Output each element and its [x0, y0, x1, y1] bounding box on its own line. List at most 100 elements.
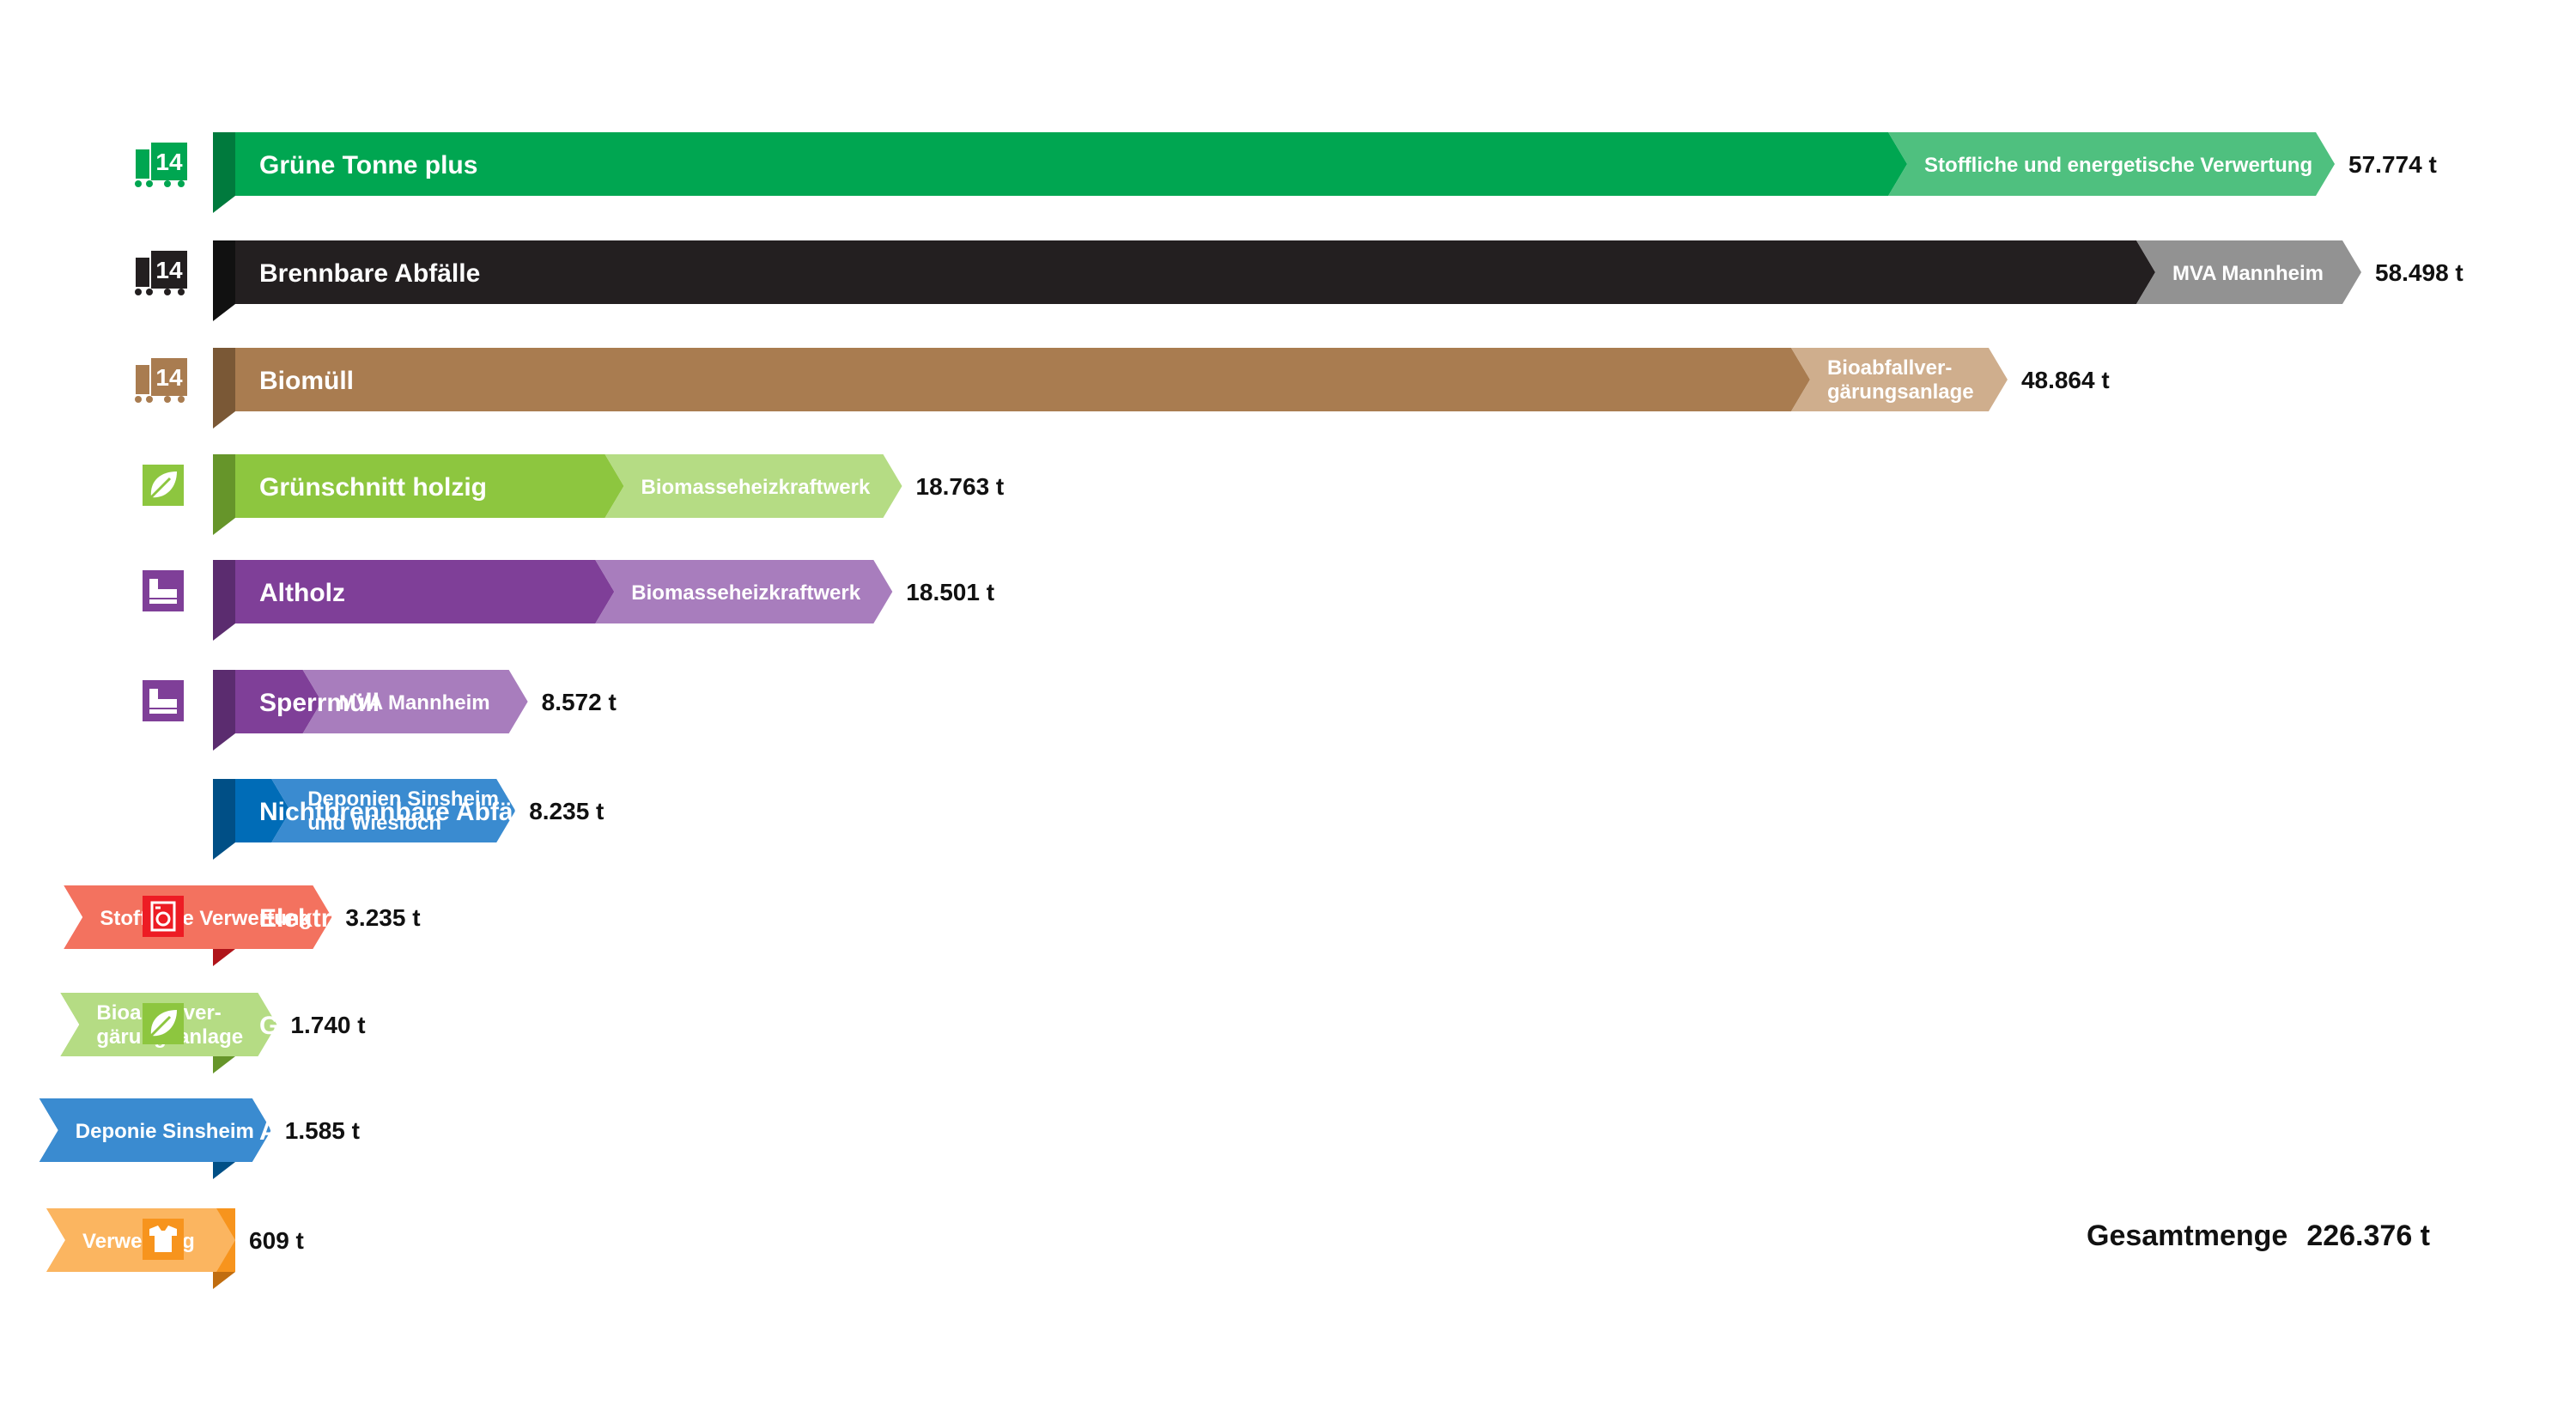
bar	[235, 132, 1908, 196]
bar-label: Brennbare Abfälle	[259, 259, 480, 288]
bar-value-label: 1.585 t	[285, 1117, 360, 1144]
bin-wheel	[178, 180, 185, 187]
bar-destination: Stoffliche und energetische Verwertung	[1924, 154, 2312, 177]
bar-destination-tag	[1790, 348, 2008, 411]
bar-destination-tag	[1888, 132, 2336, 196]
leaf-vein	[149, 1015, 172, 1037]
total-value: 226.376 t	[2306, 1219, 2430, 1252]
bin-wheel	[135, 289, 142, 295]
bar	[235, 348, 1810, 411]
bin-wheel	[146, 396, 153, 403]
furniture-seat	[158, 699, 177, 708]
bar	[235, 454, 624, 518]
bar-fold	[213, 454, 235, 535]
leaf-icon	[143, 465, 184, 506]
bin-right	[151, 358, 187, 396]
bin-left	[136, 365, 149, 394]
bar-value-label: 18.501 t	[906, 579, 994, 605]
appliance-drum	[155, 911, 171, 927]
bin-wheel	[146, 180, 153, 187]
bar-destination: Stoffliche Verwertung	[100, 907, 312, 930]
bar-value-label: 57.774 t	[2348, 151, 2437, 178]
bar-value-label: 58.498 t	[2375, 259, 2464, 286]
bar-label: Grünschnitt holzig	[259, 473, 487, 502]
bar-row-5: Altholz Biomasseheizkraftwerk 18.501 t	[143, 560, 994, 641]
bin-wheel	[146, 289, 153, 295]
bin-wheel	[178, 289, 185, 295]
bin-wheel	[178, 396, 185, 403]
shirt-shape	[149, 1226, 177, 1252]
bar-destination: MVA Mannheim	[2172, 262, 2324, 285]
bin-number: 14	[155, 149, 183, 175]
furniture-base	[149, 599, 177, 604]
bar-destination: Biomasseheizkraftwerk	[641, 476, 871, 499]
furniture-seat	[158, 589, 177, 598]
leaf-vein	[149, 477, 172, 499]
bar-label: Nichtbrennbare Abfälle zur Beseitigung	[259, 798, 742, 826]
bar-value-label: 8.235 t	[529, 798, 604, 824]
bar-fold	[213, 348, 235, 429]
bar-destination: Bioabfallver-	[1827, 356, 1952, 380]
bin-14-icon: 14	[135, 143, 187, 187]
appliance-icon	[143, 896, 184, 937]
bar-label: Altholz	[259, 579, 345, 607]
bar-destination: gärungsanlage	[1827, 380, 1974, 404]
bar-value-label: 48.864 t	[2021, 367, 2110, 393]
bar-destination-tag	[271, 779, 516, 842]
bar	[235, 240, 2155, 304]
bar-destination-tag	[64, 885, 332, 949]
bar-fold	[213, 132, 235, 213]
bar-value-label: 3.235 t	[345, 904, 420, 931]
bar-label: Biomüll	[259, 367, 354, 395]
bin-wheel	[135, 180, 142, 187]
bar-destination-tag	[46, 1208, 236, 1272]
bin-number: 14	[155, 364, 183, 391]
shirt-icon	[143, 1219, 184, 1260]
furniture-base	[149, 709, 177, 714]
bin-wheel	[164, 180, 171, 187]
bar-destination: Deponien Sinsheim	[307, 788, 499, 811]
bar-destination: Deponie Sinsheim	[76, 1120, 254, 1143]
bar-row-2: Brennbare Abfälle MVA Mannheim 58.498 t 14	[135, 240, 2464, 321]
total: Gesamtmenge 226.376 t	[2087, 1219, 2430, 1253]
bin-right	[151, 251, 187, 289]
bin-right	[151, 143, 187, 180]
bar-label: Sperrmüll	[259, 689, 380, 717]
bar-label: Grünschnitt krautig	[259, 1012, 498, 1040]
bar-destination-tag	[39, 1098, 271, 1162]
bin-number: 14	[155, 257, 183, 283]
bar-destination: MVA Mannheim	[339, 691, 490, 715]
bar-destination: Biomasseheizkraftwerk	[631, 581, 860, 605]
bar-value-label: 609 t	[249, 1227, 304, 1254]
furniture-icon	[143, 570, 184, 611]
bar-label: Alttextilien/Schuhe	[259, 1227, 491, 1256]
bin-wheel	[135, 396, 142, 403]
bar-row-7: Nichtbrennbare Abfälle zur BeseitigungDe…	[213, 779, 742, 860]
bar-label: Grüne Tonne plus	[259, 151, 477, 179]
bar-label: Elektrogeräte + Schrott	[259, 904, 544, 933]
bar-fold	[213, 670, 235, 751]
bin-14-icon: 14	[135, 251, 187, 295]
furniture-back	[149, 579, 158, 598]
bar-destination-tag	[2136, 240, 2361, 304]
bar-value-label: 18.763 t	[916, 473, 1005, 500]
furniture-icon	[143, 680, 184, 721]
bar	[235, 560, 615, 623]
bar	[235, 779, 291, 842]
bar-fold	[213, 779, 235, 860]
bar-row-9: Grünschnitt krautigBioabfallver-gärungsa…	[60, 993, 498, 1073]
furniture-back	[149, 689, 158, 708]
bar-row-4: Grünschnitt holzig Biomasseheizkraftwerk 1…	[143, 454, 1004, 535]
leaf-icon	[143, 1003, 184, 1044]
bar-destination-tag	[605, 454, 902, 518]
bar-destination-tag	[302, 670, 528, 733]
bar-row-1: Grüne Tonne plus Stoffliche und energetis…	[135, 132, 2437, 213]
bin-wheel	[164, 396, 171, 403]
bar-value-label: 8.572 t	[542, 689, 617, 715]
bin-left	[136, 149, 149, 179]
